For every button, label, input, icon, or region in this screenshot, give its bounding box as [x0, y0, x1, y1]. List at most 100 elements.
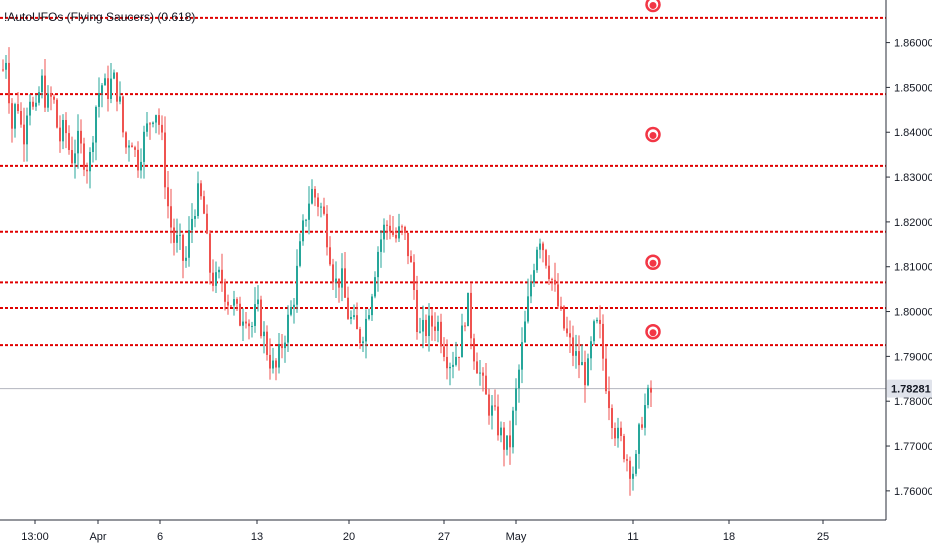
candle: [197, 171, 199, 219]
candle: [137, 141, 139, 178]
candle: [557, 273, 559, 309]
candle-body: [164, 132, 166, 188]
candle: [146, 111, 148, 137]
candle: [431, 308, 433, 341]
candle: [515, 378, 517, 426]
time-tick-label: 11: [627, 531, 638, 543]
candle: [305, 218, 307, 227]
candle: [230, 305, 232, 307]
candle: [98, 77, 100, 118]
candle: [182, 233, 184, 279]
candle-body: [488, 394, 490, 416]
candle: [437, 315, 439, 343]
candle: [635, 450, 637, 477]
time-tick-label: 27: [438, 531, 450, 543]
candle-body: [359, 329, 361, 344]
candle-body: [281, 343, 283, 349]
candle: [119, 81, 121, 105]
candle: [320, 202, 322, 218]
candle: [536, 246, 538, 273]
candle: [488, 388, 490, 425]
time-axis[interactable]: 13:00 Apr 6 13 20 27 May 11 18 25: [21, 520, 829, 543]
candle-body: [71, 150, 73, 164]
ufo-marker-icon: [645, 0, 661, 13]
candle-body: [119, 96, 121, 102]
candle: [140, 148, 142, 179]
candle: [59, 115, 61, 153]
candle-body: [638, 424, 640, 454]
candle: [350, 310, 352, 325]
candle: [332, 258, 334, 291]
candle: [647, 384, 649, 409]
candle-body: [596, 319, 598, 322]
time-tick-label: 13:00: [21, 531, 49, 543]
ufo-marker-icon: [645, 323, 661, 340]
candle-body: [77, 130, 79, 154]
candle: [383, 218, 385, 253]
candle-body: [107, 78, 109, 99]
indicator-legend[interactable]: !AutoUFOs (Flying Saucers) (0.618): [4, 10, 195, 24]
candle: [206, 204, 208, 235]
price-tick-label: 1.86000: [894, 38, 932, 50]
price-tick-label: 1.84000: [894, 127, 932, 139]
candle-body: [590, 341, 592, 359]
candle: [41, 69, 43, 99]
candle-body: [131, 145, 133, 148]
candle-body: [50, 93, 52, 97]
candle: [2, 59, 4, 72]
candle-body: [452, 364, 454, 367]
candle: [170, 188, 172, 244]
candle-body: [461, 325, 463, 358]
candle: [518, 364, 520, 403]
candle: [233, 290, 235, 316]
candle-body: [551, 279, 553, 281]
candle: [455, 341, 457, 367]
candle-body: [305, 219, 307, 221]
candle-body: [266, 331, 268, 355]
candle-body: [203, 196, 205, 214]
candle: [89, 147, 91, 189]
candle: [410, 250, 412, 263]
candle: [8, 47, 10, 114]
candle-body: [233, 299, 235, 306]
candle-body: [608, 391, 610, 409]
candle: [530, 274, 532, 304]
candle: [344, 251, 346, 299]
candle-body: [326, 213, 328, 248]
candle-body: [314, 188, 316, 198]
candle: [578, 335, 580, 379]
candle: [281, 333, 283, 359]
candle-body: [221, 269, 223, 282]
candle: [44, 58, 46, 112]
candle-body: [425, 319, 427, 337]
candle: [149, 122, 151, 140]
candle: [284, 335, 286, 363]
candle: [227, 294, 229, 315]
candle-body: [218, 269, 220, 273]
candle: [443, 337, 445, 362]
candle-body: [185, 257, 187, 261]
candle: [326, 205, 328, 256]
candle-body: [170, 206, 172, 228]
candle-body: [287, 314, 289, 343]
candle-body: [512, 410, 514, 448]
candle-body: [317, 197, 319, 207]
candle: [617, 417, 619, 448]
candle-body: [647, 387, 649, 406]
candle-body: [242, 321, 244, 326]
candle: [641, 416, 643, 430]
candle: [584, 350, 586, 403]
price-axis[interactable]: 1.86000 1.85000 1.84000 1.83000 1.82000 1.810…: [886, 38, 932, 498]
candle-body: [296, 265, 298, 305]
candle-body: [80, 130, 82, 144]
candle-body: [263, 331, 265, 337]
candle-body: [575, 351, 577, 356]
candle: [491, 395, 493, 430]
candle: [548, 255, 550, 285]
candle: [623, 433, 625, 463]
candle-body: [329, 247, 331, 265]
candle: [176, 218, 178, 253]
candle: [362, 336, 364, 352]
